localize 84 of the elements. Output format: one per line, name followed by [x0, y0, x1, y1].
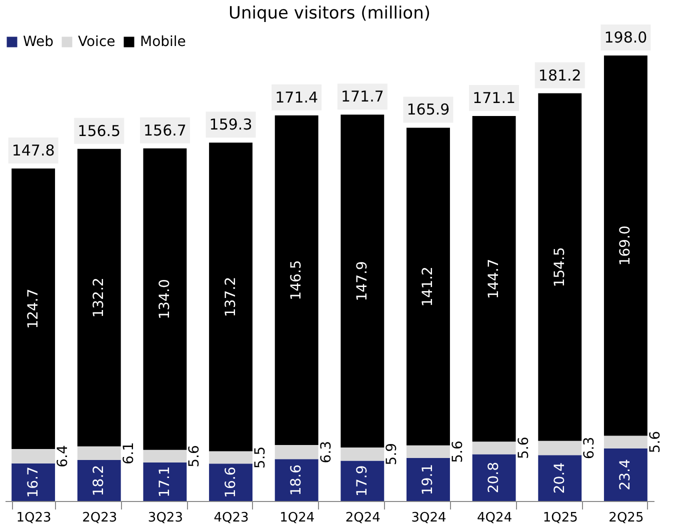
data-label: 154.5	[552, 247, 568, 288]
bar	[472, 442, 516, 454]
data-label: 124.7	[25, 288, 42, 329]
x-tick-label: 3Q23	[148, 510, 183, 526]
data-label: 5.9	[384, 442, 400, 466]
data-label: 132.2	[91, 278, 108, 318]
data-label: 144.7	[486, 258, 502, 299]
bar	[340, 460, 384, 501]
bar	[209, 451, 252, 464]
legend-label: Voice	[78, 34, 116, 50]
data-label: 134.0	[156, 279, 173, 320]
data-label: 5.6	[450, 440, 466, 463]
total-label: 156.7	[143, 121, 186, 140]
data-label: 146.5	[288, 260, 305, 300]
bar	[274, 444, 318, 460]
data-label: 5.5	[252, 446, 268, 469]
data-label: 18.2	[91, 464, 108, 496]
data-label: 20.4	[552, 462, 568, 494]
x-tick-label: 1Q25	[542, 510, 578, 526]
bar	[604, 448, 648, 501]
x-tick-label: 1Q23	[16, 510, 52, 526]
x-tick-label: 1Q24	[280, 510, 315, 526]
bar	[143, 450, 187, 463]
bar	[538, 93, 582, 441]
total-label: 156.5	[78, 122, 121, 140]
bar	[472, 116, 516, 442]
bar	[77, 460, 121, 501]
bar	[12, 168, 56, 450]
bar	[340, 447, 384, 461]
total-label: 171.4	[275, 88, 318, 106]
bar	[538, 440, 582, 456]
data-label: 5.6	[516, 436, 532, 460]
x-tick-label: 4Q23	[214, 510, 249, 526]
total-label: 159.3	[209, 116, 252, 134]
data-label: 6.3	[582, 436, 598, 460]
data-label: 18.6	[288, 464, 305, 496]
bar	[406, 128, 450, 446]
bar	[209, 142, 252, 452]
total-label: 171.7	[340, 88, 384, 106]
bar	[274, 459, 318, 501]
data-label: 5.6	[647, 430, 664, 454]
bar	[604, 436, 648, 448]
data-label: 141.2	[420, 266, 436, 307]
total-label: 147.8	[12, 141, 55, 160]
bar	[12, 449, 56, 464]
x-tick-label: 2Q23	[82, 510, 118, 526]
data-label: 20.8	[486, 462, 502, 494]
data-label: 16.6	[222, 466, 239, 498]
bar	[209, 464, 252, 501]
x-tick-label: 2Q24	[345, 510, 380, 526]
bar	[340, 114, 384, 448]
bar	[77, 148, 121, 446]
bar	[143, 148, 187, 450]
data-label: 17.1	[156, 466, 173, 498]
bar	[274, 115, 318, 445]
total-label: 198.0	[604, 28, 648, 46]
total-label: 171.1	[472, 89, 516, 108]
data-label: 6.1	[120, 442, 137, 464]
legend-label: Web	[23, 34, 54, 50]
bar	[143, 462, 187, 501]
bar	[12, 463, 56, 501]
bar	[538, 455, 582, 501]
x-tick-label: 2Q25	[608, 510, 644, 526]
data-label: 17.9	[354, 465, 370, 496]
data-label: 147.9	[354, 261, 370, 302]
bar	[406, 445, 450, 458]
data-label: 6.4	[55, 445, 72, 468]
total-label: 165.9	[406, 100, 450, 119]
bar	[472, 454, 516, 501]
data-label: 169.0	[618, 226, 634, 266]
data-label: 23.4	[618, 458, 634, 490]
bar	[77, 446, 121, 460]
bar	[406, 458, 450, 501]
data-label: 5.6	[186, 445, 203, 468]
data-label: 137.2	[222, 276, 239, 317]
bar	[604, 56, 648, 436]
total-label: 181.2	[538, 66, 582, 84]
x-tick-label: 4Q24	[477, 510, 512, 526]
x-tick-label: 3Q24	[411, 510, 446, 526]
legend-label: Mobile	[140, 34, 186, 50]
data-label: 16.7	[25, 466, 42, 498]
chart-title: Unique visitors (million)	[228, 4, 430, 24]
data-label: 19.1	[420, 464, 436, 496]
data-label: 6.3	[318, 440, 334, 464]
